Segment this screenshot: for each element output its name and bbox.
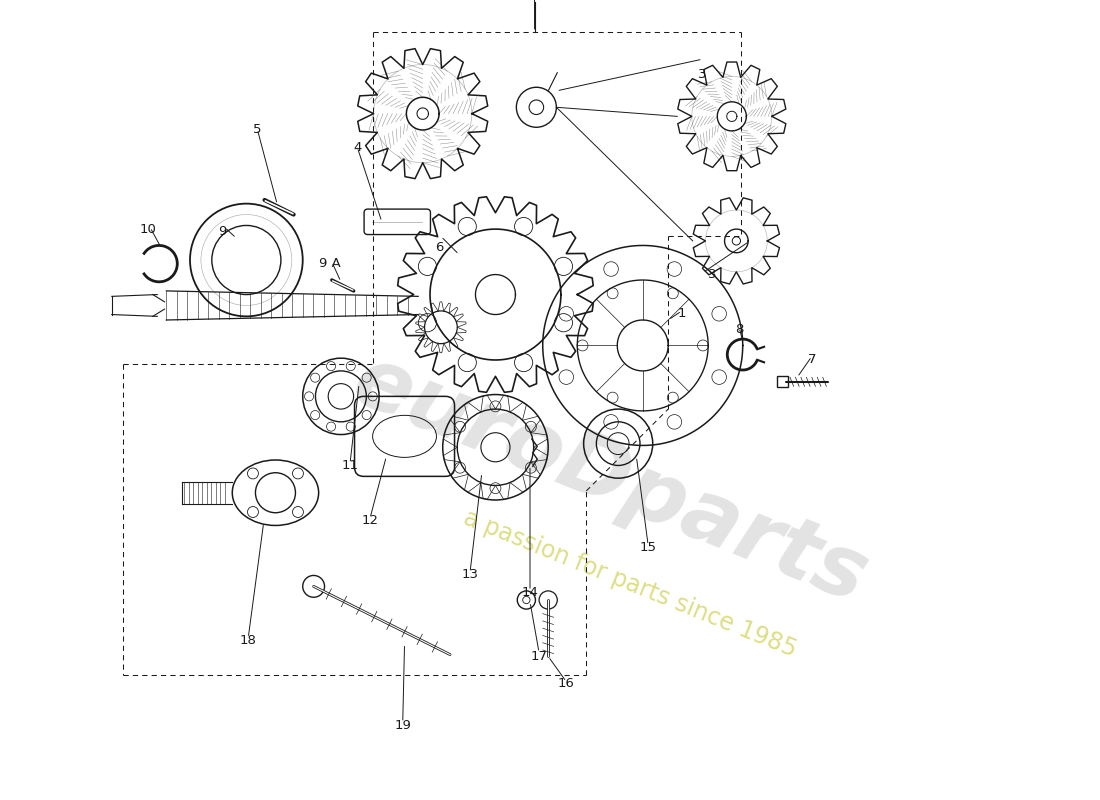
Text: 3: 3 xyxy=(698,68,707,81)
Text: 15: 15 xyxy=(640,541,657,554)
Text: 5: 5 xyxy=(253,122,262,135)
Text: a passion for parts since 1985: a passion for parts since 1985 xyxy=(460,506,800,662)
Text: 10: 10 xyxy=(140,222,156,235)
Text: 12: 12 xyxy=(362,514,378,526)
Text: 6: 6 xyxy=(434,241,443,254)
Text: 13: 13 xyxy=(462,568,478,581)
Text: 3: 3 xyxy=(707,268,716,281)
Text: 11: 11 xyxy=(341,459,359,472)
Text: 4: 4 xyxy=(353,141,362,154)
Text: 7: 7 xyxy=(807,353,816,366)
Text: 14: 14 xyxy=(521,586,538,599)
Text: 1: 1 xyxy=(678,307,686,320)
Text: 9 A: 9 A xyxy=(319,257,341,270)
Text: euroDparts: euroDparts xyxy=(341,339,879,621)
Text: 17: 17 xyxy=(530,650,548,663)
Text: 9: 9 xyxy=(219,226,227,238)
Text: 19: 19 xyxy=(394,719,411,732)
Text: 18: 18 xyxy=(240,634,256,647)
Text: 8: 8 xyxy=(735,322,744,335)
Text: 16: 16 xyxy=(558,677,575,690)
